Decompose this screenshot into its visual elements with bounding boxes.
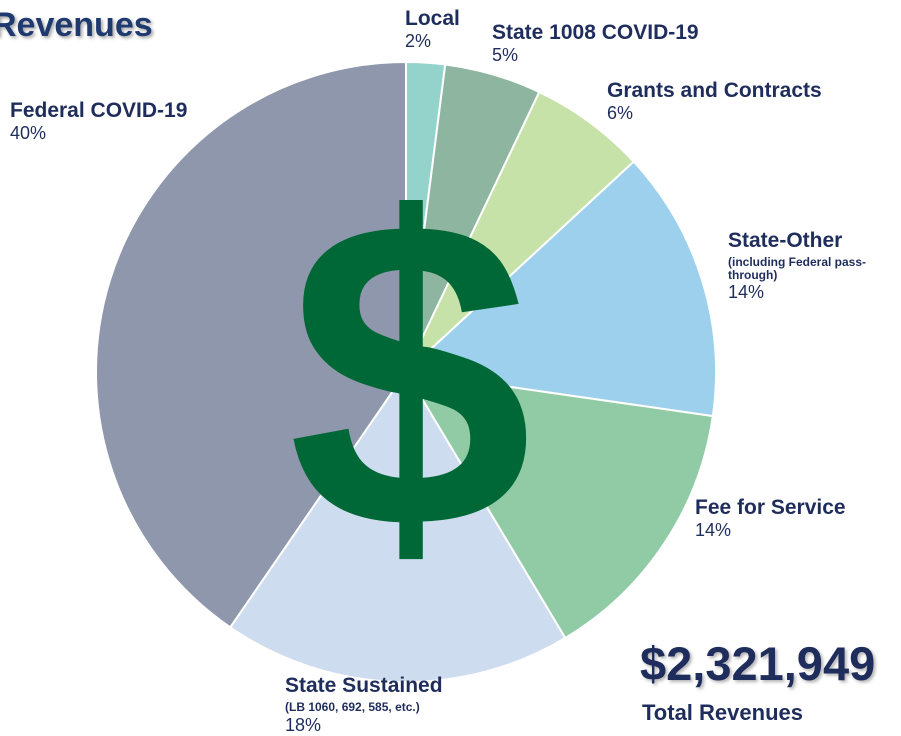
category-name: State-Other xyxy=(728,229,843,252)
category-name: Local xyxy=(405,7,460,30)
total-label: Total Revenues xyxy=(642,700,803,725)
pie-slice xyxy=(95,60,407,629)
slice-label: Federal COVID-19 40% xyxy=(10,99,188,144)
category-name: Federal COVID-19 xyxy=(10,99,188,122)
pie-slice xyxy=(403,160,717,418)
value-label: 14% xyxy=(728,282,765,303)
slice-label: State Sustained (LB 1060, 692, 585, etc.)… xyxy=(285,674,443,735)
value-label: 2% xyxy=(405,31,432,52)
chart-title: Revenues xyxy=(0,6,153,44)
value-label: 40% xyxy=(10,123,47,144)
dollar-symbol: $ xyxy=(288,130,533,621)
pie-slice xyxy=(405,90,636,373)
slice-label: Grants and Contracts 6% xyxy=(607,79,822,124)
value-label: 6% xyxy=(607,103,634,124)
slice-label: Local 2% xyxy=(405,7,460,52)
pie-slice xyxy=(228,370,567,683)
slice-label: State 1008 COVID-19 5% xyxy=(492,21,699,66)
value-label: 5% xyxy=(492,45,519,66)
category-name: State 1008 COVID-19 xyxy=(492,21,699,44)
category-sublabel: (LB 1060, 692, 585, etc.) xyxy=(285,700,420,715)
total-value: $2,321,949 xyxy=(640,637,876,690)
category-name: Grants and Contracts xyxy=(607,79,822,102)
slice-label: State-Other (including Federal pass-throu… xyxy=(728,229,868,303)
category-name: Fee for Service xyxy=(695,496,846,519)
pie-slice xyxy=(404,370,714,640)
value-label: 18% xyxy=(285,714,322,735)
category-name: State Sustained xyxy=(285,674,443,697)
value-label: 14% xyxy=(695,520,732,541)
slice-label: Fee for Service 14% xyxy=(695,496,846,541)
category-sublabel: (including Federal pass-through) xyxy=(728,255,867,282)
